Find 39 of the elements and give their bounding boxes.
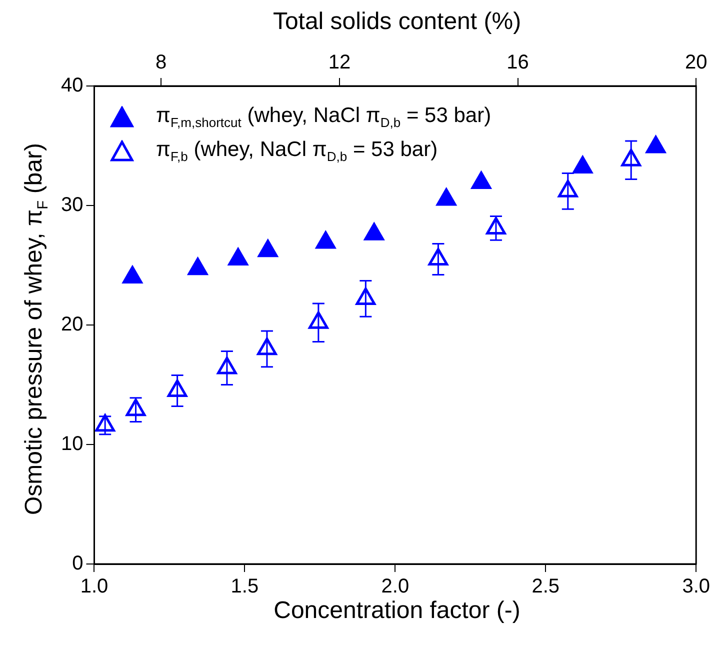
point [228,248,248,266]
x-tick-label: 3.0 [682,576,710,598]
y-tick-label: 20 [60,314,84,336]
x2-tick-label: 16 [506,52,529,74]
point [572,156,593,174]
x2-axis-title: Total solids content (%) [272,8,522,36]
y-tick-label: 40 [60,74,84,97]
point [486,216,506,234]
x-tick-label: 1.5 [230,576,259,598]
point [257,338,277,356]
x2-tick-label: 12 [328,52,351,74]
point [356,287,376,305]
x2-tick-label: 8 [156,52,167,74]
point [471,172,492,190]
point [316,231,336,249]
x-tick-label: 2.0 [381,576,410,598]
y-tick-label: 0 [72,552,84,575]
point [217,356,237,374]
y-tick-label: 10 [60,433,84,456]
point [558,180,578,198]
point [621,148,642,166]
point [258,240,278,258]
point [167,379,188,397]
legend-label: π$_{F,m,shortcut}$ (whey, NaCl π$_{D,b}$ = 53 bar) [156,104,492,130]
y-tick-label: 30 [60,194,84,216]
point [308,311,328,329]
point [126,398,146,416]
point [364,222,384,240]
point [95,414,115,432]
point [646,136,666,154]
point [436,188,456,206]
x-axis-title: Concentration factor (-) [274,597,520,625]
point [428,248,448,266]
point [122,266,142,284]
x-tick-label: 2.5 [532,576,560,598]
legend-label: π$_{F,b}$ (whey, NaCl π$_{D,b}$ = 53 bar) [156,138,438,164]
x2-tick-label: 20 [684,52,708,74]
point [188,258,208,276]
x-tick-label: 1.0 [80,576,108,598]
